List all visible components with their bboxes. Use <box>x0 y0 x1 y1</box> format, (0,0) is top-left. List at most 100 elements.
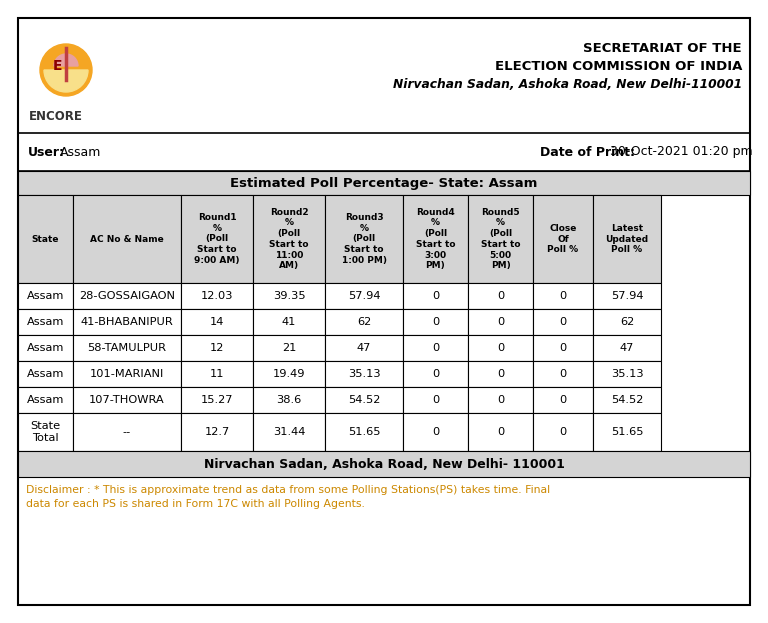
Bar <box>403 195 468 283</box>
Bar <box>253 309 325 335</box>
Bar <box>533 283 593 309</box>
Bar <box>468 387 533 413</box>
Text: 107-THOWRA: 107-THOWRA <box>89 395 165 405</box>
Bar <box>73 335 181 361</box>
Bar <box>18 335 73 361</box>
Text: ENCORE: ENCORE <box>29 110 83 123</box>
Text: 0: 0 <box>432 395 439 405</box>
Bar <box>73 283 181 309</box>
Bar <box>533 195 593 283</box>
Bar <box>73 387 181 413</box>
Text: 39.35: 39.35 <box>273 291 306 301</box>
Text: 0: 0 <box>497 317 504 327</box>
Text: Latest
Updated
Poll %: Latest Updated Poll % <box>605 224 648 254</box>
Bar <box>533 361 593 387</box>
Wedge shape <box>54 54 78 66</box>
Text: 12.03: 12.03 <box>200 291 233 301</box>
Text: 41-BHABANIPUR: 41-BHABANIPUR <box>81 317 174 327</box>
Bar <box>325 335 403 361</box>
Bar <box>73 361 181 387</box>
Text: Assam: Assam <box>27 317 65 327</box>
Text: Assam: Assam <box>27 395 65 405</box>
Text: 0: 0 <box>559 291 567 301</box>
Bar <box>468 195 533 283</box>
Text: 41: 41 <box>282 317 296 327</box>
Bar <box>18 171 750 195</box>
Text: State: State <box>31 234 59 244</box>
Text: 0: 0 <box>559 395 567 405</box>
Text: SECRETARIAT OF THE: SECRETARIAT OF THE <box>584 42 742 54</box>
Text: 31.44: 31.44 <box>273 427 305 437</box>
Text: Nirvachan Sadan, Ashoka Road, New Delhi- 110001: Nirvachan Sadan, Ashoka Road, New Delhi-… <box>204 457 564 470</box>
Bar <box>593 361 661 387</box>
Text: 0: 0 <box>497 343 504 353</box>
Bar <box>403 361 468 387</box>
Text: 14: 14 <box>210 317 224 327</box>
Text: 0: 0 <box>497 291 504 301</box>
Text: 62: 62 <box>357 317 371 327</box>
Text: Round4
%
(Poll
Start to
3:00
PM): Round4 % (Poll Start to 3:00 PM) <box>415 207 455 270</box>
Text: 0: 0 <box>559 369 567 379</box>
Text: 11: 11 <box>210 369 224 379</box>
Bar <box>468 413 533 451</box>
Text: 30-Oct-2021 01:20 pm: 30-Oct-2021 01:20 pm <box>610 146 753 158</box>
Text: 12: 12 <box>210 343 224 353</box>
Text: Round1
%
(Poll
Start to
9:00 AM): Round1 % (Poll Start to 9:00 AM) <box>194 213 240 265</box>
Bar <box>593 283 661 309</box>
Bar <box>403 309 468 335</box>
Bar <box>593 335 661 361</box>
Text: 0: 0 <box>432 317 439 327</box>
Text: --: -- <box>123 427 131 437</box>
Text: 35.13: 35.13 <box>611 369 644 379</box>
Text: User:: User: <box>28 146 65 158</box>
Text: 0: 0 <box>432 427 439 437</box>
Wedge shape <box>44 70 88 92</box>
Text: 0: 0 <box>432 369 439 379</box>
Bar <box>18 387 73 413</box>
Text: 54.52: 54.52 <box>348 395 380 405</box>
Text: Assam: Assam <box>60 146 101 158</box>
Bar <box>18 309 73 335</box>
Text: Round2
%
(Poll
Start to
11:00
AM): Round2 % (Poll Start to 11:00 AM) <box>270 207 309 270</box>
Bar <box>181 195 253 283</box>
Text: 15.27: 15.27 <box>200 395 233 405</box>
Bar <box>468 335 533 361</box>
Text: State
Total: State Total <box>31 421 61 443</box>
Bar <box>468 283 533 309</box>
Bar <box>403 387 468 413</box>
Bar <box>533 309 593 335</box>
Text: 28-GOSSAIGAON: 28-GOSSAIGAON <box>79 291 175 301</box>
Text: 47: 47 <box>620 343 634 353</box>
Bar <box>325 195 403 283</box>
Bar <box>468 361 533 387</box>
Bar <box>253 335 325 361</box>
Text: Assam: Assam <box>27 343 65 353</box>
Bar <box>533 387 593 413</box>
Text: 0: 0 <box>559 343 567 353</box>
Bar <box>325 387 403 413</box>
Text: E: E <box>53 59 63 73</box>
Bar <box>181 361 253 387</box>
Bar <box>468 309 533 335</box>
Bar <box>181 309 253 335</box>
Text: 0: 0 <box>432 291 439 301</box>
Bar <box>533 335 593 361</box>
Text: 47: 47 <box>357 343 371 353</box>
Bar <box>533 413 593 451</box>
Bar <box>403 413 468 451</box>
Text: Disclaimer : * This is approximate trend as data from some Polling Stations(PS) : Disclaimer : * This is approximate trend… <box>26 485 550 510</box>
Bar <box>181 387 253 413</box>
Text: Date of Print:: Date of Print: <box>540 146 635 158</box>
Bar <box>403 335 468 361</box>
Bar <box>181 335 253 361</box>
Bar <box>73 195 181 283</box>
Text: 51.65: 51.65 <box>348 427 380 437</box>
Text: 54.52: 54.52 <box>611 395 643 405</box>
Text: 19.49: 19.49 <box>273 369 305 379</box>
Bar <box>253 387 325 413</box>
Text: 0: 0 <box>432 343 439 353</box>
Text: Assam: Assam <box>27 291 65 301</box>
Bar <box>403 283 468 309</box>
Bar <box>18 195 73 283</box>
Bar <box>325 413 403 451</box>
